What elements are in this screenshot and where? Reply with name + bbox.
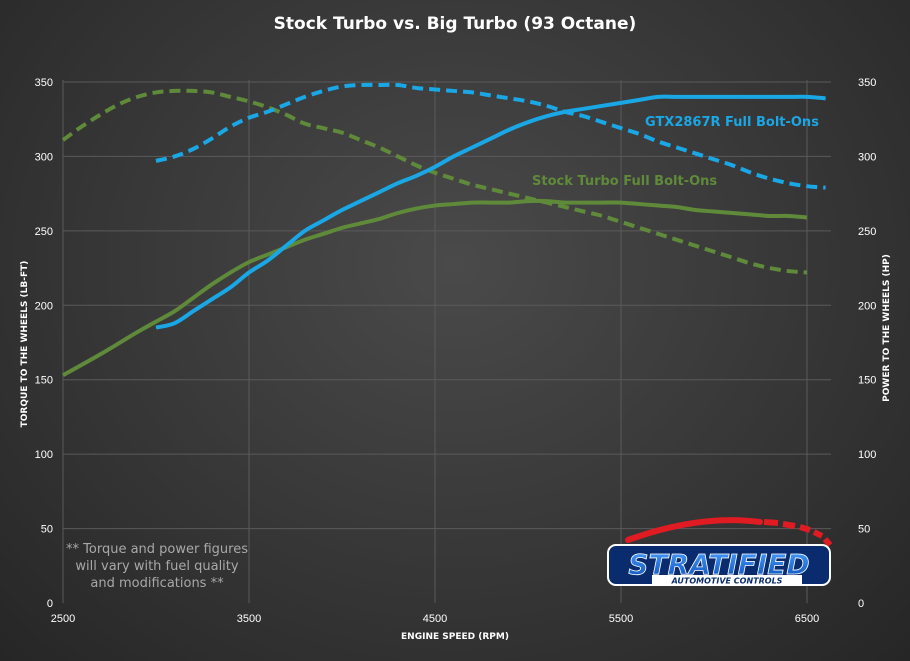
footnote-line-3: and modifications ** xyxy=(90,576,224,591)
x-tick-label: 2500 xyxy=(51,613,75,625)
x-tick-label: 3500 xyxy=(237,613,261,625)
x-tick-label: 6500 xyxy=(795,613,819,625)
left-y-tick-label: 250 xyxy=(35,226,53,238)
left-y-tick-label: 100 xyxy=(35,449,53,461)
right-y-tick-label: 150 xyxy=(858,375,876,387)
left-axis-title: TORQUE TO THE WHEELS (LB-FT) xyxy=(20,261,30,428)
x-tick-label: 4500 xyxy=(423,613,447,625)
left-y-tick-label: 50 xyxy=(41,524,53,536)
right-y-tick-label: 300 xyxy=(858,151,876,163)
x-tick-label: 5500 xyxy=(609,613,633,625)
left-y-tick-label: 150 xyxy=(35,375,53,387)
right-y-tick-label: 100 xyxy=(858,449,876,461)
gridlines xyxy=(62,80,831,603)
left-y-tick-label: 200 xyxy=(35,300,53,312)
left-y-tick-label: 300 xyxy=(35,151,53,163)
footnote-line-2: will vary with fuel quality xyxy=(75,559,238,574)
right-y-tick-label: 350 xyxy=(858,77,876,89)
x-axis-title: ENGINE SPEED (RPM) xyxy=(401,632,509,642)
big-turbo-power-line xyxy=(155,82,826,190)
footnote-line-1: ** Torque and power figures xyxy=(66,542,248,557)
footnote: ** Torque and power figures will vary wi… xyxy=(66,542,248,591)
logo-tagline: AUTOMOTIVE CONTROLS xyxy=(671,577,783,586)
stock-turbo-power-line xyxy=(61,88,808,275)
right-axis-title: POWER TO THE WHEELS (HP) xyxy=(882,254,892,402)
right-y-tick-label: 250 xyxy=(858,226,876,238)
tick-labels: 0 0 50 50 100 100 150 150 200 200 250 250 300 300 350 3… xyxy=(35,77,877,625)
right-y-tick-label: 0 xyxy=(858,598,864,610)
right-y-tick-label: 200 xyxy=(858,300,876,312)
left-y-tick-label: 350 xyxy=(35,77,53,89)
stock-turbo-torque-line xyxy=(62,198,808,377)
series-lines xyxy=(61,82,826,377)
left-y-tick-label: 0 xyxy=(47,598,53,610)
stratified-logo: STRATIFIED AUTOMOTIVE CONTROLS xyxy=(607,517,833,586)
series-label-stock-turbo: Stock Turbo Full Bolt-Ons xyxy=(532,174,717,189)
right-y-tick-label: 50 xyxy=(858,524,870,536)
big-turbo-torque-line xyxy=(155,94,826,330)
series-label-big-turbo: GTX2867R Full Bolt-Ons xyxy=(645,115,819,130)
chart-title: Stock Turbo vs. Big Turbo (93 Octane) xyxy=(274,14,637,34)
